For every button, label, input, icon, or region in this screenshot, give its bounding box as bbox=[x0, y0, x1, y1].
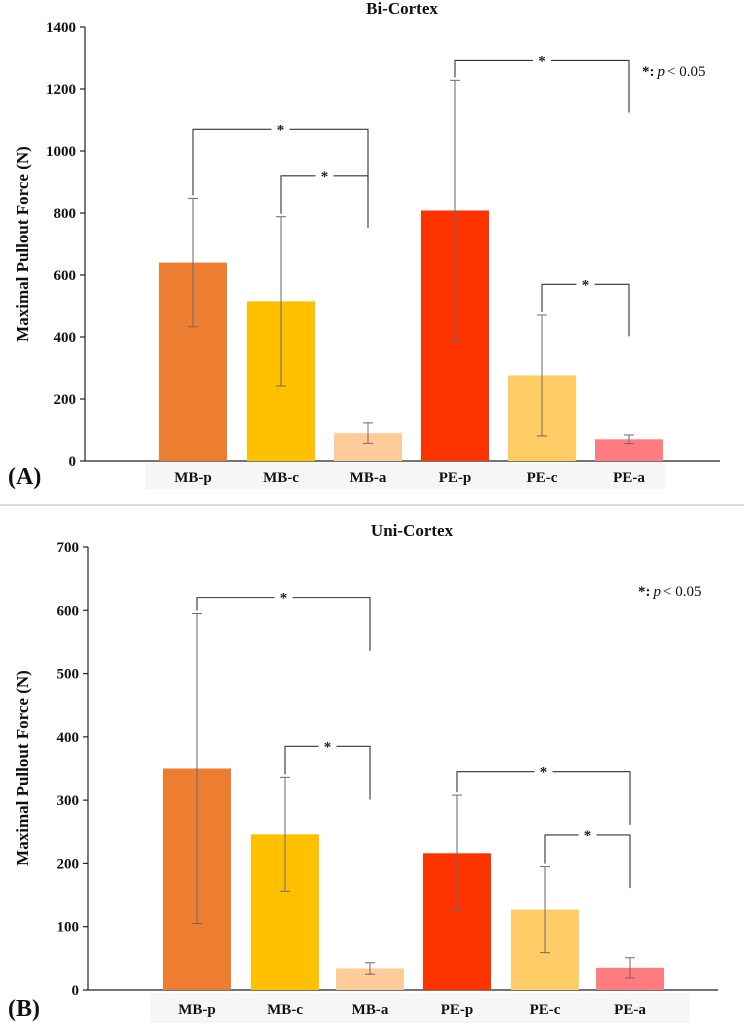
category-label-mb-c-a: MB-c bbox=[263, 470, 299, 486]
y-axis-label-a: Maximal Pullout Force (N) bbox=[13, 146, 32, 342]
significance-star-a: * bbox=[582, 277, 590, 293]
bar-mb-a-b bbox=[336, 968, 404, 990]
chart-title-b: Uni-Cortex bbox=[371, 521, 454, 540]
significance-legend-a: *: p < 0.05 bbox=[642, 64, 705, 80]
chart-panel-a: Bi-Cortex Maximal Pullout Force (N) (A) … bbox=[8, 0, 720, 490]
legend-threshold: < 0.05 bbox=[663, 584, 701, 600]
bar-pe-a-a bbox=[595, 439, 663, 461]
category-label-pe-a-a: PE-a bbox=[613, 470, 645, 486]
panel-label-b: (B) bbox=[8, 996, 40, 1022]
category-label-pe-c-a: PE-c bbox=[527, 470, 558, 486]
significance-bracket-pe-p-pe-a-b bbox=[456, 771, 631, 825]
category-strip-b bbox=[150, 993, 690, 1023]
y-tick-label-b: 500 bbox=[57, 667, 80, 683]
y-tick-label-b: 300 bbox=[57, 793, 80, 809]
significance-bracket-mb-c-mb-a-a bbox=[280, 175, 369, 228]
legend-star: *: bbox=[638, 584, 651, 600]
plot-area-a: 0 200 400 600 800 1000 1200 1400 MB-p MB-c MB-a PE-… bbox=[46, 20, 720, 489]
significance-bracket-mb-c-mb-a-b bbox=[284, 745, 371, 800]
category-label-mb-a-b: MB-a bbox=[352, 1002, 389, 1018]
category-label-pe-c-b: PE-c bbox=[530, 1002, 561, 1018]
category-label-mb-p-a: MB-p bbox=[174, 470, 212, 486]
legend-threshold: < 0.05 bbox=[667, 64, 705, 80]
legend-star: *: bbox=[642, 64, 655, 80]
plot-area-b: 0 100 200 300 400 500 600 700 MB-p MB-c MB-a PE-p PE… bbox=[57, 540, 718, 1023]
significance-star-b: * bbox=[324, 739, 332, 755]
significance-bracket-pe-p-pe-a-a bbox=[454, 59, 630, 113]
significance-star-a: * bbox=[277, 122, 285, 138]
y-tick-label-a: 400 bbox=[54, 330, 77, 346]
significance-bracket-pe-c-pe-a-b bbox=[544, 834, 631, 889]
significance-star-a: * bbox=[321, 169, 329, 185]
category-label-pe-p-b: PE-p bbox=[441, 1002, 474, 1018]
significance-bracket-pe-c-pe-a-a bbox=[541, 283, 630, 337]
svg-text:*:p< 0.05: *: p < 0.05 bbox=[638, 584, 701, 600]
category-label-mb-a-a: MB-a bbox=[350, 470, 387, 486]
panel-label-a: (A) bbox=[8, 464, 41, 490]
y-tick-label-b: 0 bbox=[72, 983, 80, 999]
category-strip-a bbox=[145, 463, 665, 489]
y-tick-label-b: 600 bbox=[57, 603, 80, 619]
significance-star-b: * bbox=[280, 591, 288, 607]
significance-bracket-mb-p-mb-a-a bbox=[192, 128, 369, 196]
legend-p: p bbox=[653, 584, 662, 600]
y-tick-label-b: 100 bbox=[57, 920, 80, 936]
significance-star-b: * bbox=[540, 765, 548, 781]
y-tick-label-a: 1400 bbox=[46, 20, 76, 36]
y-tick-label-a: 1000 bbox=[46, 144, 76, 160]
y-tick-label-a: 200 bbox=[54, 392, 77, 408]
y-tick-label-a: 1200 bbox=[46, 82, 76, 98]
category-label-pe-p-a: PE-p bbox=[439, 470, 472, 486]
y-tick-label-a: 600 bbox=[54, 268, 77, 284]
significance-star-a: * bbox=[538, 53, 546, 69]
y-tick-label-b: 400 bbox=[57, 730, 80, 746]
significance-star-b: * bbox=[584, 828, 592, 844]
significance-legend-b: *: p < 0.05 bbox=[638, 584, 701, 600]
chart-title-a: Bi-Cortex bbox=[366, 0, 438, 18]
y-tick-label-a: 800 bbox=[54, 206, 77, 222]
category-label-mb-c-b: MB-c bbox=[267, 1002, 303, 1018]
y-tick-label-b: 700 bbox=[57, 540, 80, 556]
bar-pe-a-b bbox=[596, 967, 664, 990]
y-tick-label-a: 0 bbox=[69, 454, 77, 470]
svg-text:*:p< 0.05: *: p < 0.05 bbox=[642, 64, 705, 80]
category-label-pe-a-b: PE-a bbox=[614, 1002, 646, 1018]
chart-panel-b: Uni-Cortex Maximal Pullout Force (N) (B)… bbox=[8, 521, 718, 1023]
y-axis-label-b: Maximal Pullout Force (N) bbox=[13, 670, 32, 866]
y-tick-label-b: 200 bbox=[57, 856, 80, 872]
legend-p: p bbox=[657, 64, 666, 80]
significance-bracket-mb-p-mb-a-b bbox=[196, 597, 371, 651]
category-label-mb-p-b: MB-p bbox=[178, 1002, 216, 1018]
